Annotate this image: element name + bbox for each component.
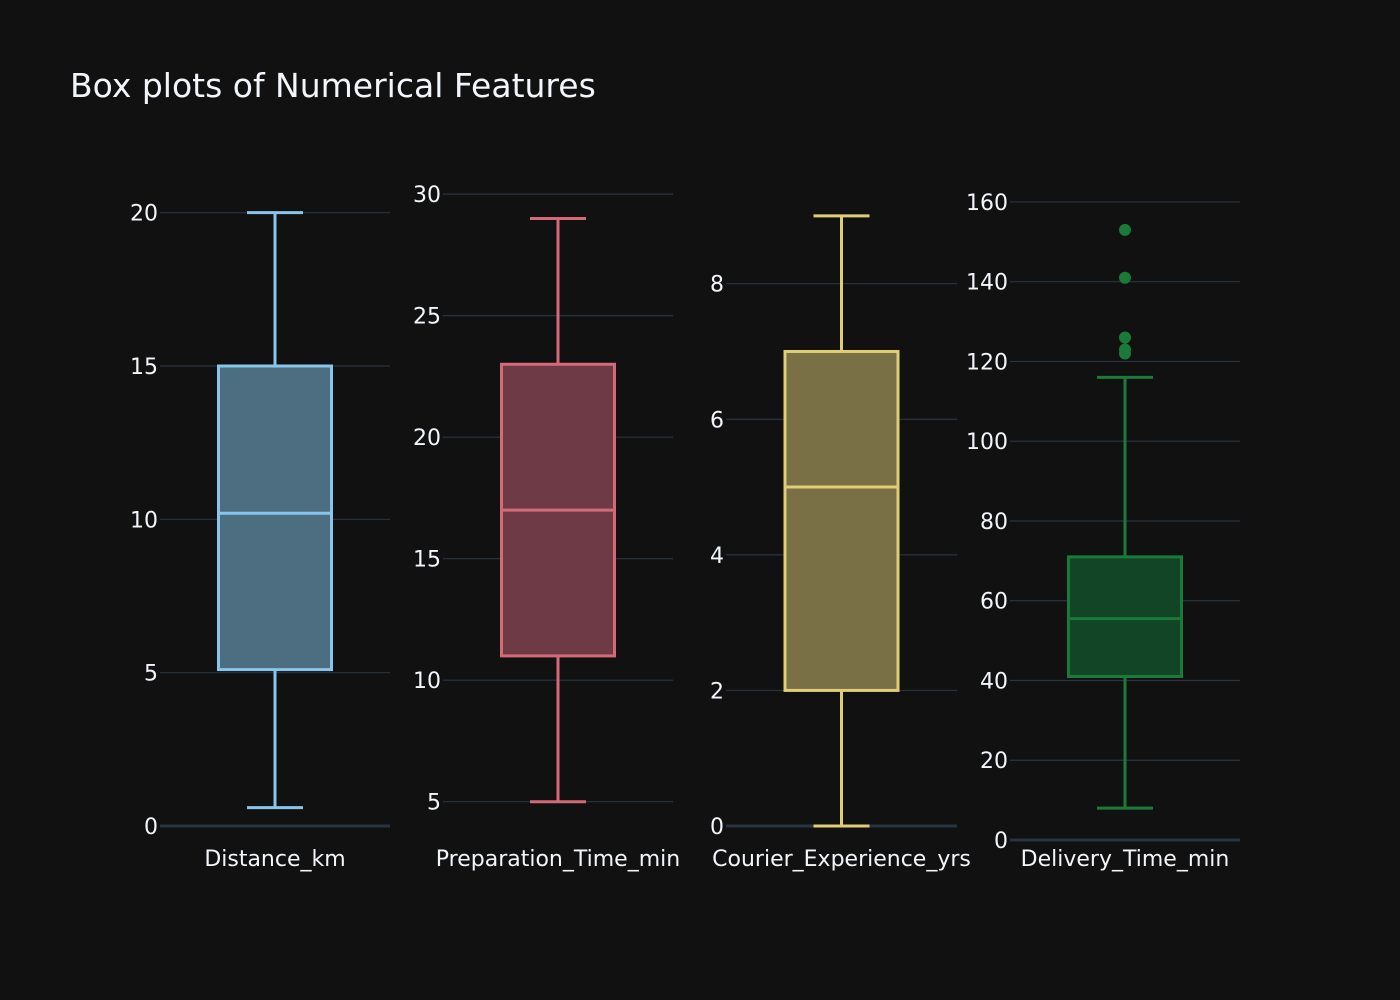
- iqr-box: [1067, 555, 1183, 678]
- y-tick-label: 80: [980, 510, 1008, 535]
- outlier-point: [1119, 223, 1131, 236]
- y-tick-label: 60: [980, 590, 1008, 615]
- y-tick-label: 20: [130, 202, 158, 227]
- y-tick-label: 140: [966, 271, 1008, 296]
- y-tick-label: 5: [427, 791, 441, 816]
- y-tick-label: 40: [980, 669, 1008, 694]
- iqr-box: [783, 349, 900, 692]
- y-tick-label: 2: [710, 679, 724, 704]
- y-tick-label: 160: [966, 191, 1008, 216]
- y-tick-label: 8: [710, 273, 724, 298]
- y-tick-label: 10: [130, 508, 158, 533]
- iqr-box: [217, 364, 333, 672]
- category-label: Distance_km: [204, 847, 345, 872]
- outlier-point: [1119, 271, 1131, 284]
- outlier-point: [1119, 343, 1131, 356]
- y-tick-label: 25: [413, 305, 441, 330]
- y-tick-label: 5: [144, 662, 158, 687]
- y-tick-label: 0: [710, 815, 724, 840]
- y-tick-label: 120: [966, 350, 1008, 375]
- y-tick-label: 10: [413, 669, 441, 694]
- panel-delivery-time-min: 0 20 40 60 80 100 120 140 160 Delivery_Time_min: [966, 191, 1240, 872]
- panel-distance-km: 0 5 10 15 20 Distance_km: [130, 202, 390, 872]
- y-tick-label: 15: [130, 355, 158, 380]
- y-tick-label: 0: [144, 815, 158, 840]
- y-tick-label: 4: [710, 544, 724, 569]
- outlier-point: [1119, 331, 1131, 344]
- y-tick-label: 15: [413, 548, 441, 573]
- y-tick-label: 20: [413, 426, 441, 451]
- category-label: Delivery_Time_min: [1021, 847, 1230, 872]
- y-tick-label: 100: [966, 430, 1008, 455]
- y-tick-label: 20: [980, 749, 1008, 774]
- chart-title: Box plots of Numerical Features: [70, 66, 596, 105]
- category-label: Preparation_Time_min: [436, 847, 680, 872]
- y-tick-label: 0: [994, 829, 1008, 854]
- category-label: Courier_Experience_yrs: [712, 847, 971, 872]
- y-tick-label: 6: [710, 408, 724, 433]
- y-tick-label: 30: [413, 183, 441, 208]
- panel-courier-experience-yrs: 0 2 4 6 8 Courier_Experience_yrs: [710, 214, 971, 872]
- panel-preparation-time-min: 5 10 15 20 25 30 Preparation_Time_min: [413, 183, 680, 872]
